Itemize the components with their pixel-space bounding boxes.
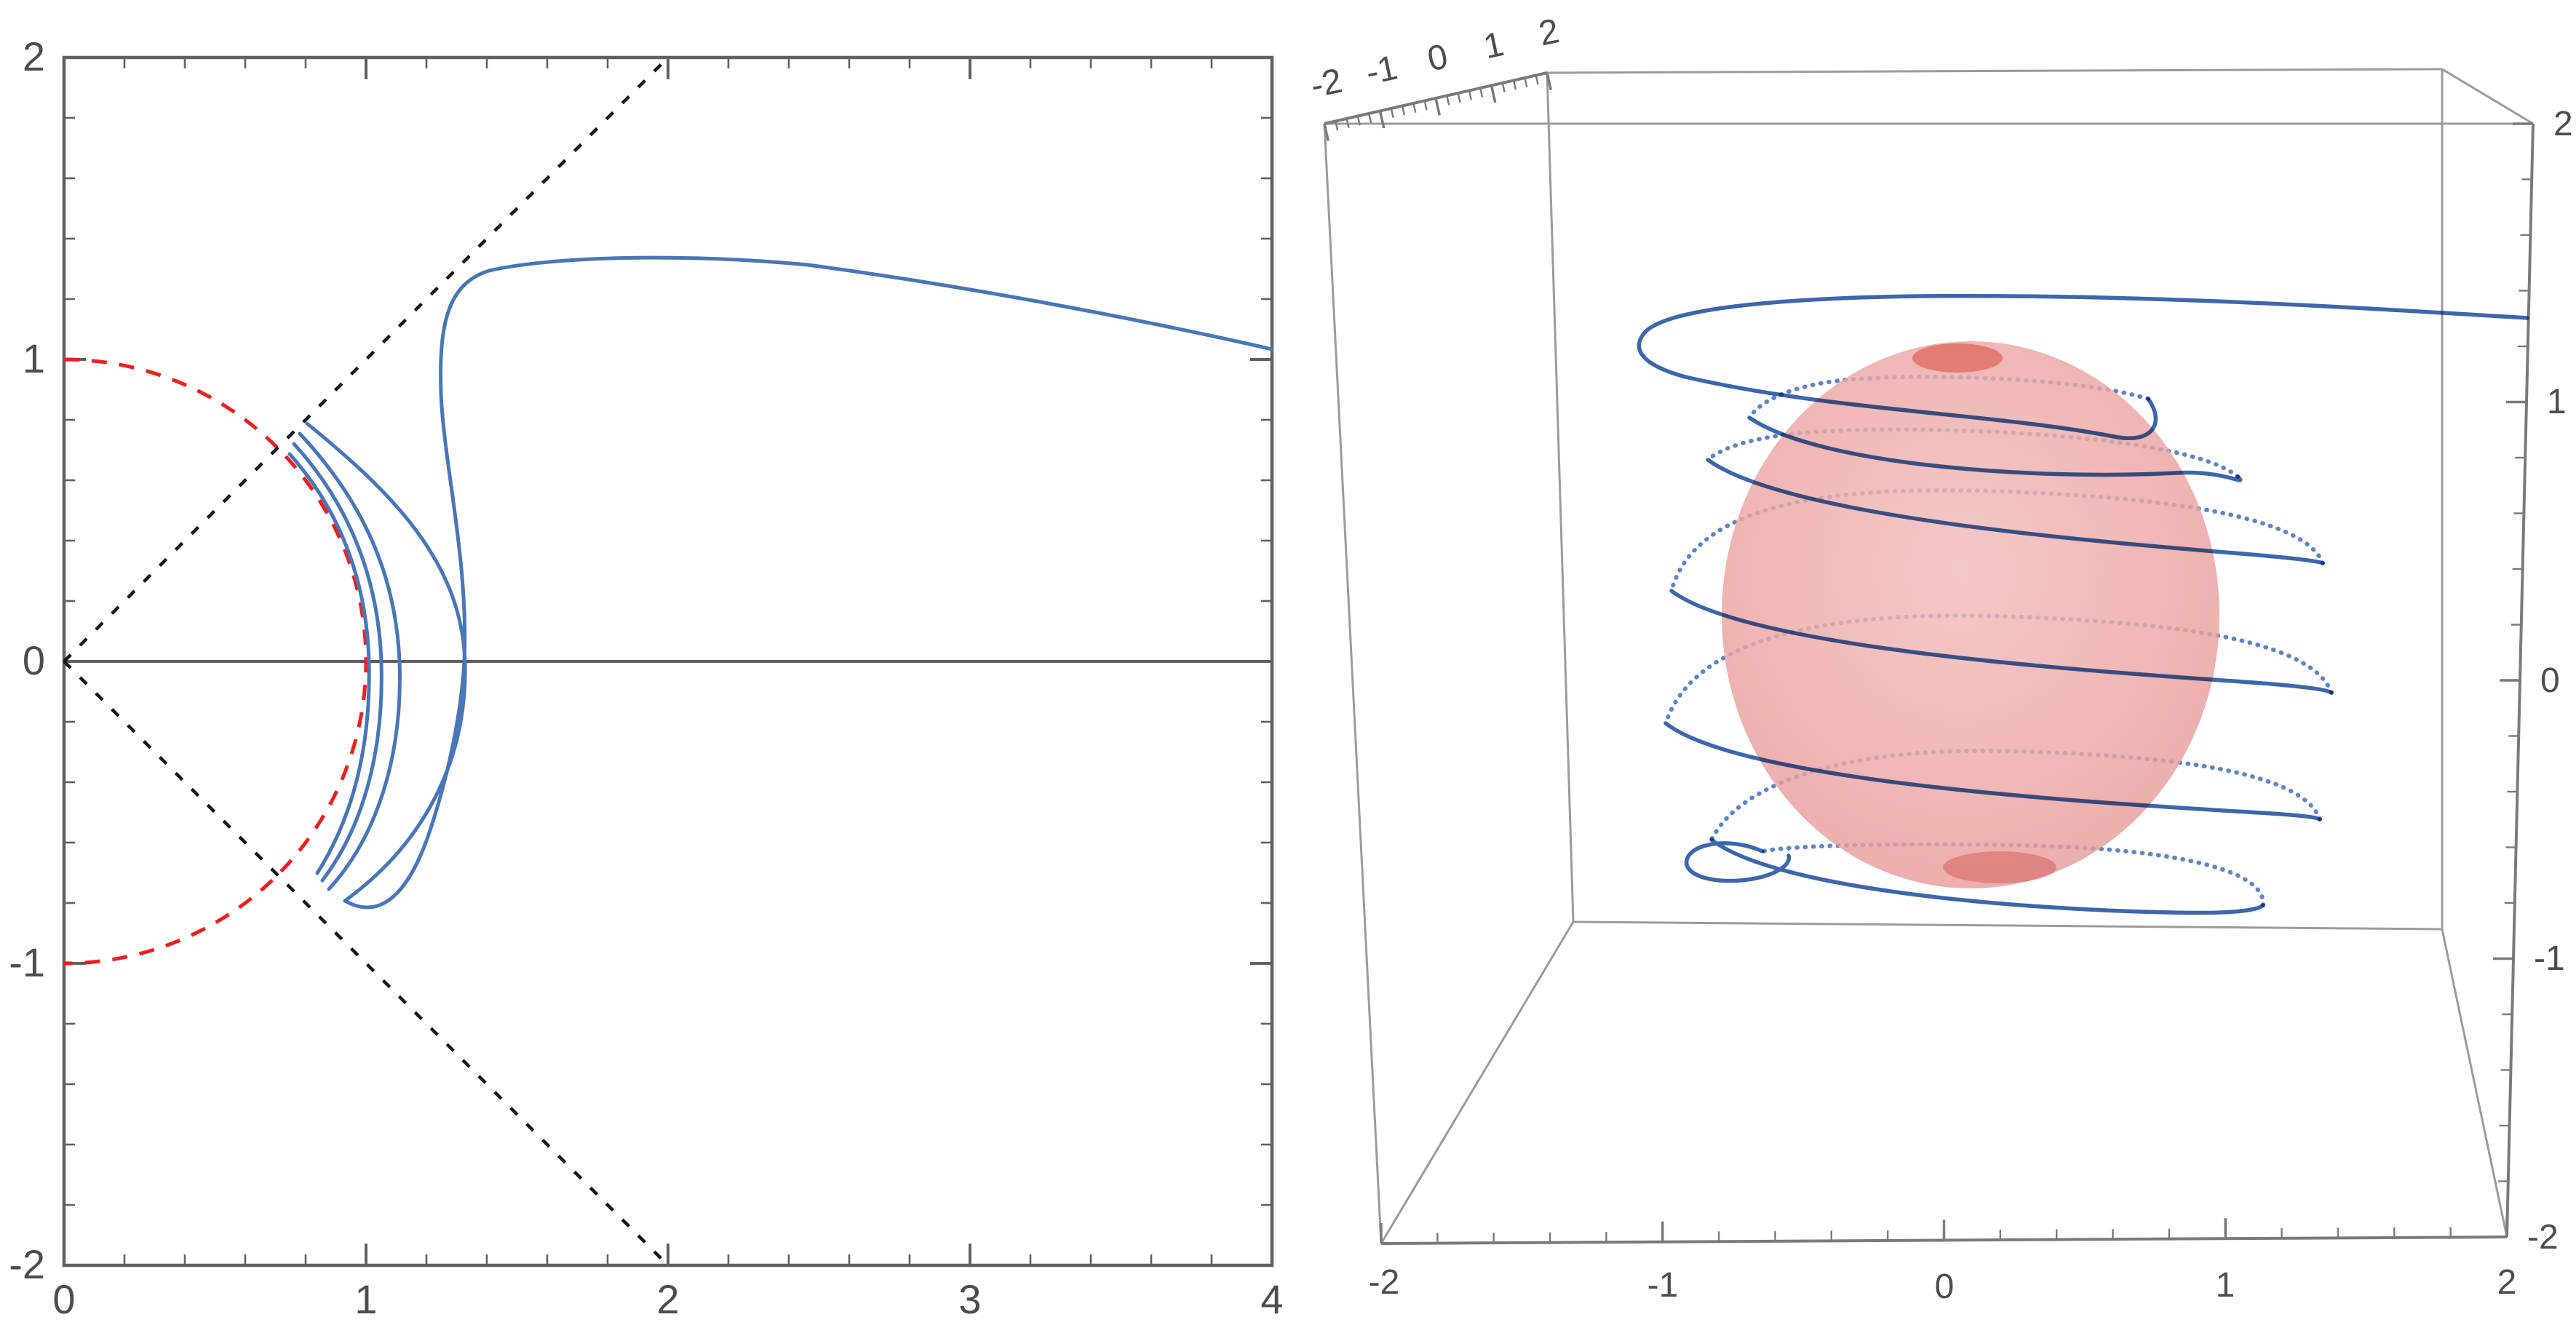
y3d-tick-label: -2 bbox=[1307, 61, 1345, 106]
z3d-tick-label: -1 bbox=[2534, 939, 2565, 978]
helix-front-strand-0 bbox=[1747, 415, 2243, 482]
y-tick-label: -1 bbox=[9, 939, 45, 985]
x3d-tick-label: -2 bbox=[1369, 1263, 1400, 1302]
major-tick bbox=[1434, 98, 1441, 116]
left-plot: 0 1 2 3 4 2 1 0 -1 -2 bbox=[9, 33, 1283, 1322]
helix-back-strand-3 bbox=[1663, 613, 2334, 725]
unit-circle-dashed bbox=[63, 357, 368, 966]
box-edge-bottom-back bbox=[1573, 920, 2443, 931]
box-edge-top-right bbox=[2441, 68, 2534, 125]
box-edge-bottom-left bbox=[1380, 921, 1575, 1244]
minor-tick bbox=[1401, 106, 1406, 116]
y-tick-label: 0 bbox=[23, 637, 45, 683]
minor-tick bbox=[1457, 92, 1461, 103]
right-plot-tick-labels: -2 -1 0 1 2 -2 -1 0 1 2 2 1 0 -1 -2 bbox=[1307, 12, 2572, 1306]
minor-tick bbox=[1524, 77, 1528, 88]
y3d-tick-label: 0 bbox=[1424, 37, 1451, 79]
left-plot-ticks bbox=[63, 56, 1273, 1267]
y-tick-label: 1 bbox=[23, 335, 45, 381]
x3d-tick-label: -1 bbox=[1647, 1266, 1679, 1305]
helix-terminal-loop bbox=[1685, 841, 1792, 883]
box-edge-top-back bbox=[1546, 68, 2443, 74]
x3d-tick-label: 1 bbox=[2216, 1266, 2235, 1305]
y-tick-label: 2 bbox=[23, 33, 45, 79]
right-plot-ticks bbox=[1323, 72, 2533, 1244]
y-tick-label: -2 bbox=[9, 1241, 45, 1287]
trajectory-petal-3 bbox=[298, 431, 402, 891]
helix-front-strand-1 bbox=[1706, 458, 2325, 565]
minor-tick bbox=[1446, 95, 1450, 106]
minor-tick bbox=[1423, 100, 1428, 111]
x-tick-label: 4 bbox=[1260, 1276, 1283, 1322]
z3d-tick-label: -2 bbox=[2527, 1218, 2559, 1257]
sphere-body bbox=[1722, 341, 2219, 888]
escape-strand-top bbox=[1644, 293, 2529, 333]
minor-tick bbox=[1512, 80, 1517, 90]
x-tick-label: 1 bbox=[354, 1276, 377, 1322]
box-edge-bottom-right bbox=[2441, 928, 2508, 1238]
sphere-bottom-pole-spot bbox=[1943, 851, 2056, 883]
right-plot: -2 -1 0 1 2 -2 -1 0 1 2 2 1 0 -1 -2 bbox=[1307, 12, 2572, 1306]
z3d-tick-label: 2 bbox=[2553, 105, 2573, 143]
major-tick bbox=[1546, 72, 1552, 90]
trajectory-escape bbox=[343, 255, 1274, 910]
minor-tick bbox=[1335, 121, 1339, 131]
x3d-tick-label: 0 bbox=[1935, 1268, 1955, 1306]
major-tick bbox=[1490, 85, 1497, 103]
z3d-tick-label: 0 bbox=[2540, 661, 2560, 700]
y3d-tick-label: 1 bbox=[1480, 25, 1507, 66]
minor-tick bbox=[1345, 118, 1350, 129]
box-edge-back-left bbox=[1546, 72, 1575, 923]
major-tick bbox=[1323, 123, 1329, 141]
minor-tick bbox=[1535, 75, 1539, 85]
box-edges bbox=[1323, 68, 2534, 1244]
x-tick-label: 0 bbox=[52, 1276, 75, 1322]
trajectory-petal-1 bbox=[287, 452, 371, 875]
y3d-tick-label: 2 bbox=[1535, 12, 1562, 53]
cone-line-upper bbox=[63, 56, 669, 663]
sphere-top-pole-spot bbox=[1912, 343, 2003, 373]
y3d-tick-label: -1 bbox=[1362, 48, 1401, 92]
cone-lines-dashed bbox=[63, 56, 669, 1267]
box-edge-front-left bbox=[1323, 123, 1383, 1244]
sphere bbox=[1722, 341, 2219, 888]
x3d-tick-label: 2 bbox=[2497, 1263, 2517, 1302]
minor-tick bbox=[1479, 87, 1484, 98]
x-tick-label: 3 bbox=[958, 1276, 981, 1322]
helix-front-strand-3 bbox=[1663, 721, 2322, 821]
cone-line-lower bbox=[63, 660, 669, 1267]
z3d-tick-label: 1 bbox=[2547, 383, 2567, 421]
minor-tick bbox=[1356, 116, 1361, 126]
minor-tick bbox=[1501, 82, 1506, 93]
left-plot-tick-labels: 0 1 2 3 4 2 1 0 -1 -2 bbox=[9, 33, 1283, 1322]
escape-strand-return bbox=[1637, 329, 2158, 440]
trajectory-2d bbox=[287, 255, 1274, 910]
x-tick-label: 2 bbox=[656, 1276, 679, 1322]
trajectory-3d-front bbox=[1637, 293, 2529, 915]
minor-tick bbox=[1412, 103, 1417, 114]
helix-front-strand-2 bbox=[1669, 589, 2334, 695]
major-tick bbox=[1378, 111, 1386, 129]
minor-tick bbox=[1368, 113, 1372, 124]
minor-tick bbox=[1468, 90, 1472, 100]
trajectory-petal-2 bbox=[292, 442, 383, 883]
minor-tick bbox=[1390, 108, 1394, 119]
